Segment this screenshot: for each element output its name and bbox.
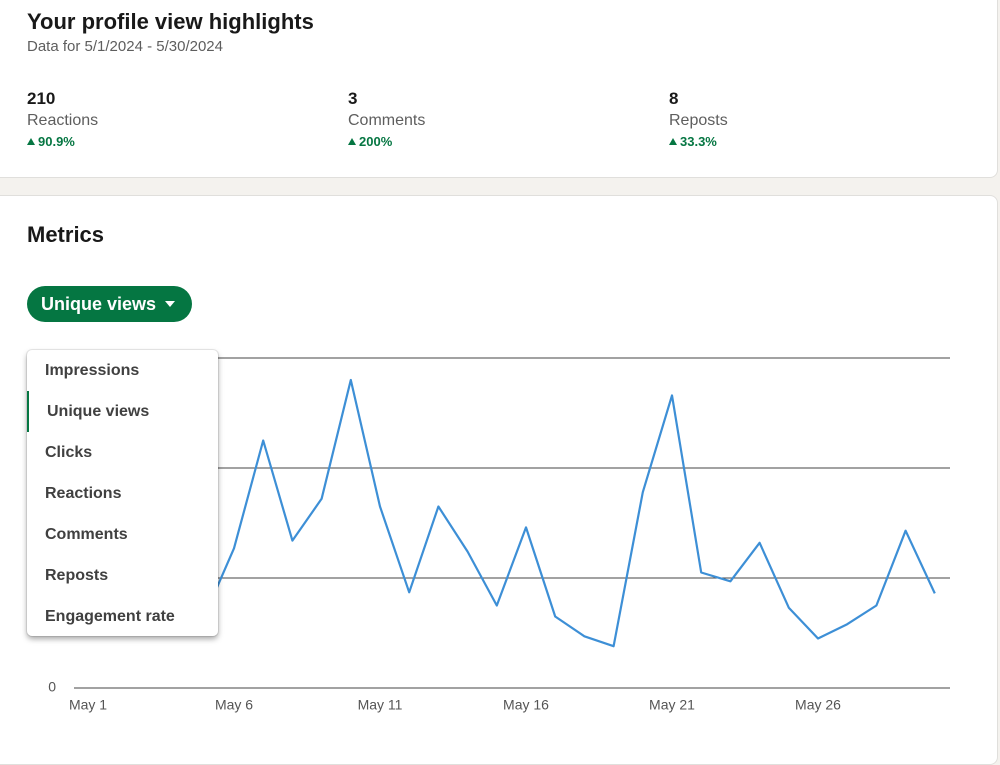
stat-label: Comments xyxy=(348,112,426,129)
menu-item[interactable]: Engagement rate xyxy=(45,608,175,625)
stat-value: 8 xyxy=(669,89,679,108)
x-tick-label: May 11 xyxy=(358,697,403,713)
stat-value: 3 xyxy=(348,89,358,108)
stat-value: 210 xyxy=(27,89,56,108)
x-tick-label: May 16 xyxy=(503,697,549,713)
menu-item[interactable]: Reposts xyxy=(45,567,109,584)
menu-item[interactable]: Reactions xyxy=(45,485,122,502)
metrics-title: Metrics xyxy=(27,222,105,247)
title: Your profile view highlights xyxy=(27,9,314,34)
menu-item[interactable]: Impressions xyxy=(45,362,140,379)
highlights-card xyxy=(0,0,998,178)
x-tick-label: May 21 xyxy=(649,697,695,713)
subtitle: Data for 5/1/2024 - 5/30/2024 xyxy=(27,38,223,55)
menu-item[interactable]: Unique views xyxy=(27,391,218,432)
stat-change: 90.9% xyxy=(27,134,75,149)
y-tick-label: 0 xyxy=(48,679,56,695)
stat-change: 200% xyxy=(348,134,392,149)
x-tick-label: May 6 xyxy=(215,697,253,713)
menu-item[interactable]: Comments xyxy=(45,526,128,543)
metric-dropdown[interactable]: Unique views xyxy=(27,286,192,322)
x-tick-label: May 26 xyxy=(795,697,841,713)
stat-label: Reactions xyxy=(27,112,99,129)
dropdown-menu: Impressions Unique views Clicks Reactions Co… xyxy=(27,350,218,636)
stat-label: Reposts xyxy=(669,112,728,129)
menu-item[interactable]: Clicks xyxy=(45,444,93,461)
line-series xyxy=(203,378,936,648)
x-tick-label: May 1 xyxy=(69,697,107,713)
stat-change: 33.3% xyxy=(669,134,717,149)
